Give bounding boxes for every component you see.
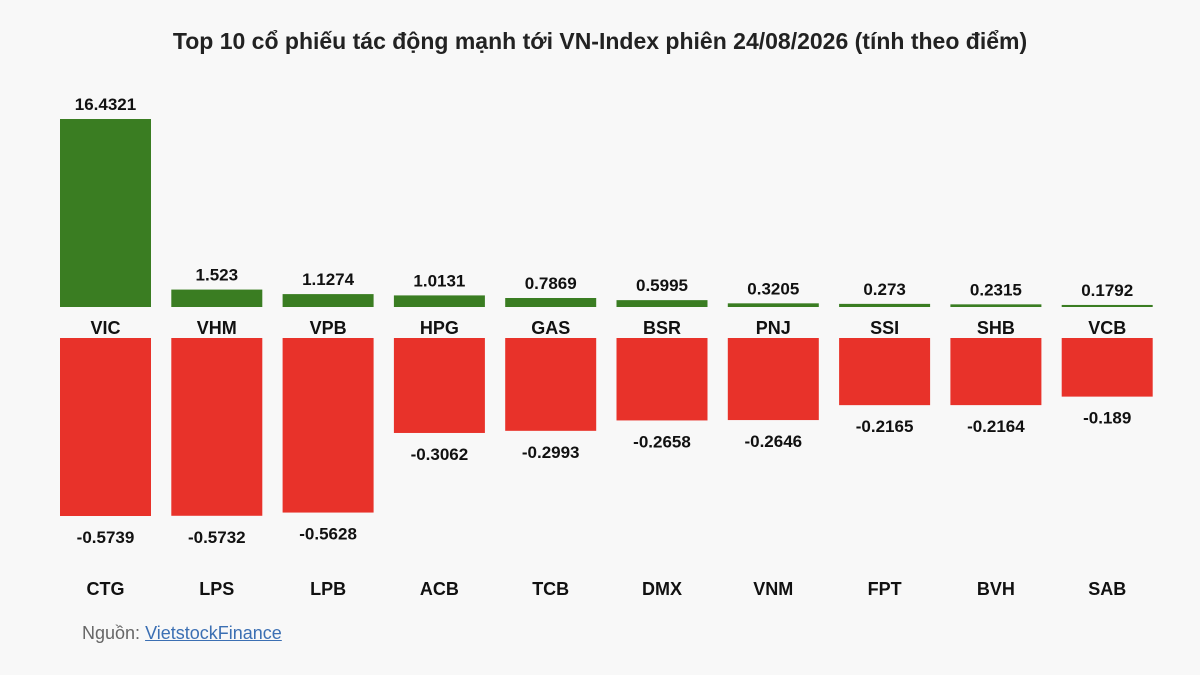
positive-bar-ssi [839, 303, 931, 307]
negative-bar-bvh [950, 338, 1042, 406]
negative-value-label: -0.5732 [188, 528, 246, 547]
source-link[interactable]: VietstockFinance [145, 623, 282, 643]
positive-value-label: 1.0131 [413, 271, 465, 290]
positive-category-label: SSI [870, 318, 899, 338]
negative-category-label: SAB [1088, 579, 1126, 599]
positive-bar-gas [505, 297, 597, 307]
negative-category-label: ACB [420, 579, 459, 599]
negative-value-label: -0.2164 [967, 417, 1025, 436]
positive-bar-bsr [616, 300, 708, 307]
positive-category-label: HPG [420, 318, 459, 338]
negative-category-label: CTG [87, 579, 125, 599]
positive-category-label: VIC [90, 318, 120, 338]
positive-value-label: 1.1274 [302, 270, 355, 289]
negative-bar-fpt [839, 338, 931, 406]
negative-value-label: -0.2646 [744, 432, 802, 451]
positive-value-label: 0.5995 [636, 276, 688, 295]
source-label: Nguồn: [82, 623, 141, 643]
negative-category-label: DMX [642, 579, 682, 599]
positive-category-label: GAS [531, 318, 570, 338]
negative-bar-lps [171, 338, 263, 516]
negative-value-label: -0.5628 [299, 525, 357, 544]
negative-bar-dmx [616, 338, 708, 421]
negative-value-label: -0.5739 [77, 528, 135, 547]
negative-bar-lpb [282, 338, 374, 513]
negative-category-label: TCB [532, 579, 569, 599]
negative-category-label: BVH [977, 579, 1015, 599]
positive-bar-hpg [393, 295, 485, 307]
positive-category-label: VCB [1088, 318, 1126, 338]
positive-value-label: 1.523 [196, 266, 239, 285]
positive-category-label: BSR [643, 318, 681, 338]
negative-value-label: -0.2993 [522, 443, 580, 462]
positive-category-label: SHB [977, 318, 1015, 338]
chart-title: Top 10 cổ phiếu tác động mạnh tới VN-Ind… [172, 28, 1028, 54]
positive-bar-vic [60, 119, 151, 307]
positive-category-label: PNJ [756, 318, 791, 338]
positive-bar-shb [950, 304, 1042, 307]
positive-value-label: 0.7869 [525, 274, 577, 293]
positive-value-label: 0.2315 [970, 280, 1022, 299]
positive-bar-pnj [727, 303, 819, 307]
negative-bar-acb [393, 338, 485, 433]
source-line: Nguồn: VietstockFinance [82, 623, 282, 644]
positive-bar-vcb [1061, 304, 1153, 307]
negative-value-label: -0.2165 [856, 417, 914, 436]
negative-value-label: -0.189 [1083, 409, 1131, 428]
negative-category-label: LPB [310, 579, 346, 599]
positive-value-label: 0.273 [863, 280, 906, 299]
negative-bar-tcb [505, 338, 597, 431]
negative-bar-sab [1061, 338, 1153, 397]
positive-category-label: VPB [310, 318, 347, 338]
negative-bar-ctg [60, 338, 151, 516]
negative-category-label: VNM [753, 579, 793, 599]
negative-category-label: LPS [199, 579, 234, 599]
positive-bar-vpb [282, 294, 374, 307]
positive-category-label: VHM [197, 318, 237, 338]
negative-value-label: -0.3062 [411, 445, 469, 464]
positive-value-label: 0.1792 [1081, 281, 1133, 300]
negative-bar-vnm [727, 338, 819, 421]
negative-category-label: FPT [868, 579, 902, 599]
positive-bar-vhm [171, 289, 263, 307]
negative-value-label: -0.2658 [633, 432, 691, 451]
positive-value-label: 0.3205 [747, 279, 799, 298]
positive-value-label: 16.4321 [75, 95, 136, 114]
